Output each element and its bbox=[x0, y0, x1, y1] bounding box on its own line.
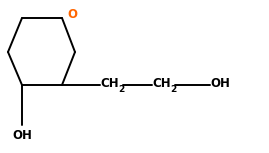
Text: 2: 2 bbox=[170, 84, 176, 93]
Text: OH: OH bbox=[12, 129, 32, 142]
Text: OH: OH bbox=[210, 76, 230, 90]
Text: CH: CH bbox=[100, 76, 119, 90]
Text: O: O bbox=[67, 7, 77, 21]
Text: 2: 2 bbox=[118, 84, 124, 93]
Text: CH: CH bbox=[152, 76, 171, 90]
